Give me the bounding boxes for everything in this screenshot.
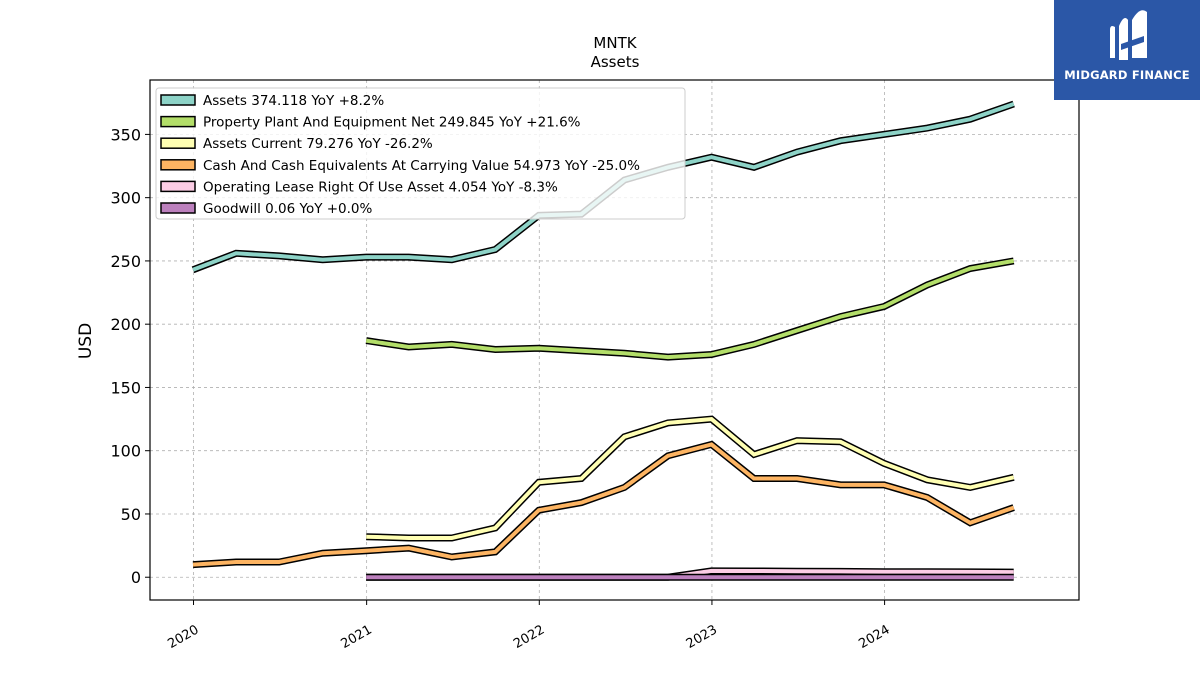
- y-tick-label: 0: [131, 568, 141, 587]
- y-axis-label: USD: [76, 323, 96, 359]
- legend-label-goodwill: Goodwill 0.06 YoY +0.0%: [203, 201, 373, 217]
- legend-swatch-assets: [160, 94, 196, 106]
- x-axis: 2020 2021 2022 2023 2024: [165, 600, 893, 652]
- legend-label-property-plant-and-equipment-net: Property Plant And Equipment Net 249.845…: [203, 115, 581, 131]
- legend-swatch-cash-and-cash-equivalents-at-carrying-value: [160, 159, 196, 171]
- legend: Assets 374.118 YoY +8.2% Property Plant A…: [155, 87, 686, 220]
- y-tick-label: 50: [121, 505, 141, 524]
- midgard-finance-logo: MIDGARD FINANCE: [1054, 0, 1200, 100]
- legend-swatch-property-plant-and-equipment-net: [160, 115, 196, 128]
- legend-label-assets: Assets 374.118 YoY +8.2%: [203, 93, 384, 109]
- series-lines: [191, 100, 1015, 581]
- legend-label-operating-lease-right-of-use-asset: Operating Lease Right Of Use Asset 4.054…: [203, 179, 558, 195]
- chart-ticker: MNTK: [593, 34, 637, 52]
- series-line-assets-current: [366, 417, 1015, 540]
- x-tick-label: 2024: [856, 622, 892, 652]
- plot-frame: [149, 79, 1080, 601]
- y-axis: 0 50 100 150 200 250 300 350: [110, 125, 150, 587]
- y-tick-label: 150: [110, 378, 141, 397]
- series-line-property-plant-and-equipment-net: [365, 258, 1015, 360]
- series-outline-property-plant-and-equipment-net: [365, 257, 1015, 361]
- series-outline-assets-current: [366, 415, 1015, 542]
- y-tick-label: 200: [110, 315, 141, 334]
- logo-text: MIDGARD FINANCE: [1064, 68, 1190, 82]
- x-tick-label: 2023: [684, 622, 720, 652]
- y-tick-label: 350: [110, 125, 141, 144]
- y-tick-label: 100: [110, 442, 141, 461]
- x-tick-label: 2020: [165, 622, 201, 652]
- legend-swatch-goodwill: [160, 202, 196, 214]
- x-tick-label: 2022: [511, 622, 547, 652]
- chart-title: Assets: [591, 53, 640, 71]
- x-tick-label: 2021: [338, 622, 374, 652]
- y-tick-label: 300: [110, 189, 141, 208]
- logo-mark-icon: [1110, 10, 1147, 60]
- series-line-cash-and-cash-equivalents-at-carrying-value: [192, 442, 1015, 567]
- legend-swatch-assets-current: [160, 137, 196, 149]
- y-tick-label: 250: [110, 252, 141, 271]
- legend-label-cash-and-cash-equivalents-at-carrying-value: Cash And Cash Equivalents At Carrying Va…: [203, 158, 640, 174]
- legend-swatch-operating-lease-right-of-use-asset: [160, 180, 196, 193]
- legend-box: [155, 87, 686, 220]
- legend-label-assets-current: Assets Current 79.276 YoY -26.2%: [203, 136, 433, 152]
